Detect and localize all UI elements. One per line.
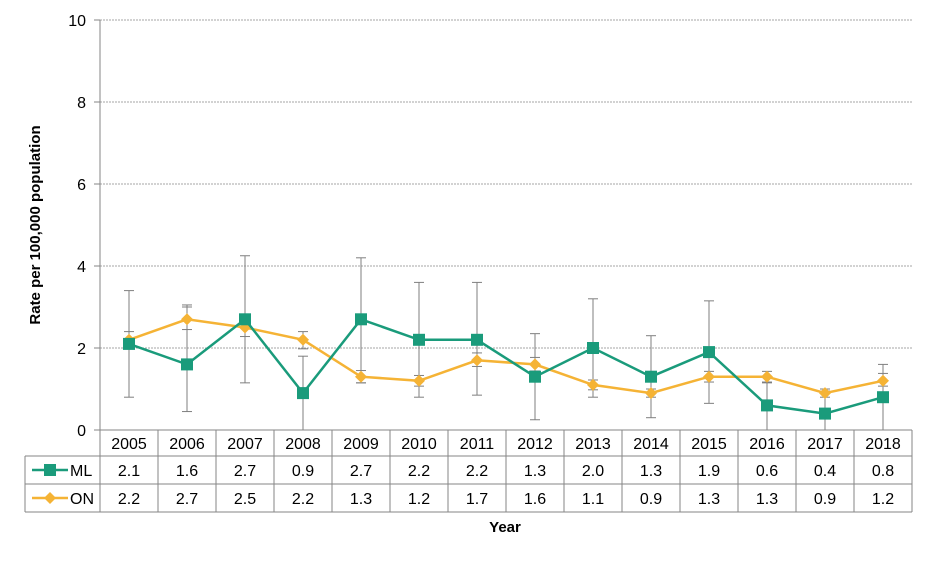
data-label-on: 1.3 (350, 491, 372, 508)
x-tick-label: 2016 (749, 436, 785, 453)
data-point-ml (297, 387, 309, 400)
data-point-ml (355, 313, 367, 326)
legend-label-on: ON (70, 491, 94, 508)
y-tick-label: 6 (77, 177, 86, 194)
series-lines (123, 313, 889, 420)
data-label-ml: 2.7 (234, 463, 256, 480)
data-point-ml (703, 346, 715, 359)
axes (94, 19, 101, 431)
data-point-ml (645, 370, 657, 383)
data-label-ml: 2.2 (408, 463, 430, 480)
data-label-ml: 1.6 (176, 463, 198, 480)
data-label-ml: 0.9 (292, 463, 314, 480)
data-label-on: 1.2 (408, 491, 430, 508)
data-point-on (819, 387, 831, 400)
x-tick-label: 2013 (575, 436, 611, 453)
data-label-on: 0.9 (640, 491, 662, 508)
data-point-on (529, 358, 541, 371)
data-point-on (761, 370, 773, 383)
data-label-on: 1.2 (872, 491, 894, 508)
data-label-on: 2.5 (234, 491, 256, 508)
x-tick-label: 2018 (865, 436, 901, 453)
data-label-ml: 2.2 (466, 463, 488, 480)
x-tick-label: 2007 (227, 436, 263, 453)
data-point-ml (529, 370, 541, 383)
data-point-ml (413, 333, 425, 346)
data-label-on: 2.7 (176, 491, 198, 508)
y-tick-labels: 0 2 4 6 8 10 (68, 13, 86, 440)
data-point-ml (761, 399, 773, 412)
legend-label-ml: ML (70, 463, 92, 480)
data-label-ml: 0.8 (872, 463, 894, 480)
data-label-on: 1.7 (466, 491, 488, 508)
data-point-ml (877, 391, 889, 404)
data-table: 2005 2006 2007 2008 2009 2010 2011 2012 2013 2014… (24, 429, 913, 513)
legend-key-marker-ml (44, 464, 56, 476)
data-point-ml (123, 337, 135, 350)
data-label-on: 2.2 (118, 491, 140, 508)
data-label-on: 2.2 (292, 491, 314, 508)
data-label-on: 0.9 (814, 491, 836, 508)
x-tick-label: 2010 (401, 436, 437, 453)
data-point-on (413, 374, 425, 387)
data-point-on (471, 354, 483, 367)
data-point-on (877, 374, 889, 387)
x-tick-label: 2009 (343, 436, 379, 453)
data-label-on: 1.3 (756, 491, 778, 508)
data-label-on: 1.6 (524, 491, 546, 508)
x-tick-label: 2014 (633, 436, 669, 453)
y-tick-label: 0 (77, 423, 86, 440)
data-point-on (355, 370, 367, 383)
data-point-on (587, 378, 599, 391)
data-point-ml (819, 407, 831, 420)
y-axis-label: Rate per 100,000 population (27, 125, 44, 324)
data-label-ml: 1.3 (640, 463, 662, 480)
y-tick-label: 4 (77, 259, 86, 276)
data-label-ml: 1.9 (698, 463, 720, 480)
data-label-ml: 0.4 (814, 463, 836, 480)
data-point-on (181, 313, 193, 326)
x-tick-label: 2006 (169, 436, 205, 453)
data-point-on (297, 333, 309, 346)
data-label-on: 1.1 (582, 491, 604, 508)
data-point-on (645, 387, 657, 400)
data-point-ml (587, 342, 599, 354)
y-tick-label: 10 (68, 13, 86, 30)
data-label-ml: 2.7 (350, 463, 372, 480)
data-point-ml (239, 313, 251, 326)
gridlines (100, 19, 912, 349)
series-line-ml (128, 317, 884, 415)
x-tick-label: 2015 (691, 436, 727, 453)
x-tick-label: 2017 (807, 436, 843, 453)
data-point-ml (181, 358, 193, 371)
error-bars (124, 255, 888, 431)
data-label-on: 1.3 (698, 491, 720, 508)
series-line-on (128, 318, 884, 395)
y-tick-label: 8 (77, 95, 86, 112)
legend-key-marker-on (44, 492, 56, 504)
x-tick-label: 2011 (460, 436, 495, 453)
data-point-ml (471, 333, 483, 346)
data-label-ml: 1.3 (524, 463, 546, 480)
data-label-ml: 2.0 (582, 463, 604, 480)
x-tick-label: 2012 (517, 436, 553, 453)
data-label-ml: 2.1 (118, 463, 140, 480)
x-tick-label: 2005 (111, 436, 147, 453)
x-tick-label: 2008 (285, 436, 321, 453)
data-label-ml: 0.6 (756, 463, 778, 480)
y-tick-label: 2 (77, 341, 86, 358)
data-point-on (703, 370, 715, 383)
x-axis-label: Year (489, 519, 521, 536)
